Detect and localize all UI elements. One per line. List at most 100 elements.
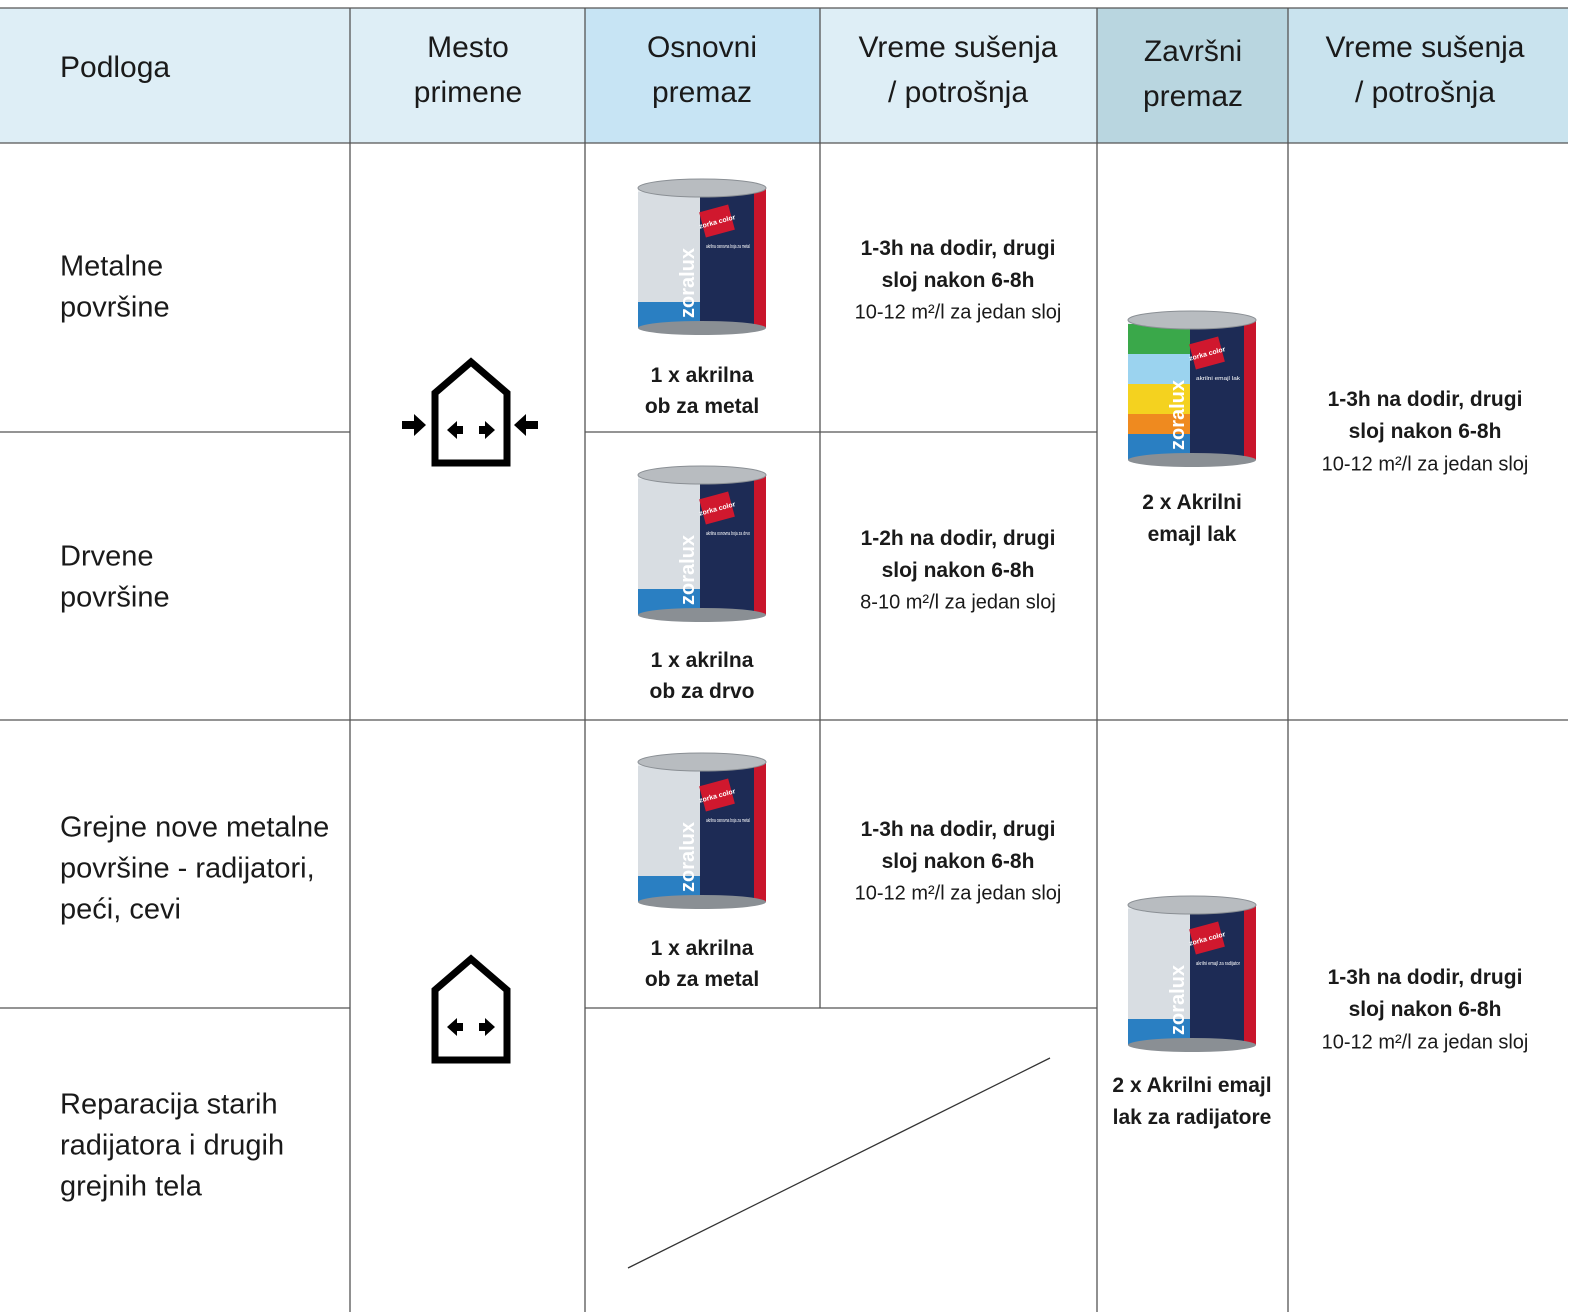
- can-part: [637, 752, 767, 772]
- header-bg: [1288, 8, 1568, 143]
- coverage: 10-12 m²/l za jedan sloj: [1321, 1031, 1529, 1054]
- can-part: [1128, 384, 1198, 414]
- header-cell: Vreme sušenja: [858, 31, 1058, 64]
- header-cell: / potrošnja: [1354, 76, 1496, 109]
- line: [627, 1057, 1051, 1269]
- header-cell: Podloga: [60, 51, 171, 84]
- drying-time: sloj nakon 6-8h: [1348, 998, 1502, 1021]
- line: [447, 1018, 495, 1036]
- finish-name: emajl lak: [1147, 523, 1237, 546]
- can-part: [638, 321, 766, 335]
- line: [447, 421, 463, 439]
- substrate: radijatora i drugih: [60, 1129, 285, 1162]
- can-product: zoralux: [1167, 965, 1189, 1035]
- can-part: [1189, 921, 1225, 955]
- can-part: [638, 608, 766, 622]
- can-part: [1127, 310, 1257, 330]
- can-part: [638, 192, 708, 302]
- can-part: [699, 204, 735, 238]
- can-label: akrilna osnovna boja za metal: [706, 818, 750, 824]
- substrate: Reparacija starih: [60, 1088, 278, 1121]
- substrate: Grejne nove metalne: [60, 811, 330, 844]
- substrate: Drvene: [60, 540, 154, 573]
- can-part: [637, 465, 767, 485]
- substrate: površine - radijatori,: [60, 852, 315, 885]
- can-part: [638, 895, 766, 909]
- can-label: akrilni emajl lak: [1196, 376, 1241, 382]
- can-part: [699, 491, 735, 525]
- can-product: zoralux: [677, 248, 699, 318]
- line: [402, 414, 538, 439]
- can-part: [638, 766, 708, 876]
- header-cell: Mesto: [427, 31, 509, 64]
- coverage: 10-12 m²/l za jedan sloj: [854, 301, 1062, 324]
- header-cell: / potrošnja: [887, 76, 1029, 109]
- header-cell: Završni: [1143, 35, 1243, 68]
- drying-time: sloj nakon 6-8h: [1348, 420, 1502, 443]
- substrate: površine: [60, 291, 170, 324]
- finish-name: 2 x Akrilni emajl: [1112, 1074, 1272, 1097]
- drying-time: 1-2h na dodir, drugi: [860, 527, 1056, 550]
- can-product: zoralux: [677, 535, 699, 605]
- can-part: [754, 475, 766, 615]
- drying-time: sloj nakon 6-8h: [881, 269, 1035, 292]
- drying-time: sloj nakon 6-8h: [881, 850, 1035, 873]
- can-part: [754, 188, 766, 328]
- header-bg: [820, 8, 1097, 143]
- finish-name: 2 x Akrilni: [1142, 491, 1242, 514]
- header-cell: Vreme sušenja: [1325, 31, 1525, 64]
- can-part: [1128, 354, 1198, 384]
- substrate: peći, cevi: [60, 893, 181, 926]
- can-label: akrilna osnovna boja za drvo: [706, 531, 750, 537]
- can-part: [637, 178, 767, 198]
- coverage: 10-12 m²/l za jedan sloj: [1321, 453, 1529, 476]
- header-cell: primene: [413, 76, 523, 109]
- icon-exterior: [431, 357, 511, 467]
- primer-name: 1 x akrilna: [650, 937, 754, 960]
- primer-name: ob za metal: [644, 395, 760, 418]
- line: [514, 414, 538, 436]
- line: [479, 421, 495, 439]
- primer-name: ob za drvo: [649, 680, 755, 703]
- line: [402, 414, 426, 436]
- finish-name: lak za radijatore: [1112, 1106, 1272, 1129]
- header-bg: [1097, 8, 1288, 143]
- can-part: [638, 479, 708, 589]
- drying-time: 1-3h na dodir, drugi: [860, 818, 1056, 841]
- line: [431, 954, 511, 1064]
- can-part: [1244, 320, 1256, 460]
- header-cell: Osnovni: [646, 31, 758, 64]
- coverage: 8-10 m²/l za jedan sloj: [860, 591, 1056, 614]
- header-bg: [585, 8, 820, 143]
- coverage: 10-12 m²/l za jedan sloj: [854, 882, 1062, 905]
- line: [479, 1018, 495, 1036]
- line: [0, 7, 1568, 1312]
- substrate: grejnih tela: [60, 1170, 202, 1203]
- can-product: zoralux: [1167, 380, 1189, 450]
- can-part: [1128, 453, 1256, 467]
- primer-name: 1 x akrilna: [650, 364, 754, 387]
- header-cell: premaz: [1142, 80, 1244, 113]
- can-part: [1127, 895, 1257, 915]
- can-part: [1189, 336, 1225, 370]
- can-part: [699, 778, 735, 812]
- header-cell: premaz: [651, 76, 753, 109]
- line: [431, 954, 511, 1064]
- drying-time: 1-3h na dodir, drugi: [1327, 966, 1523, 989]
- line: [447, 1018, 463, 1036]
- primer-name: ob za metal: [644, 968, 760, 991]
- can-part: [1244, 905, 1256, 1045]
- drying-time: sloj nakon 6-8h: [881, 559, 1035, 582]
- line: [431, 357, 511, 467]
- can-product: zoralux: [677, 822, 699, 892]
- header-bg: [0, 8, 585, 143]
- drying-time: 1-3h na dodir, drugi: [860, 237, 1056, 260]
- can-part: [1128, 1038, 1256, 1052]
